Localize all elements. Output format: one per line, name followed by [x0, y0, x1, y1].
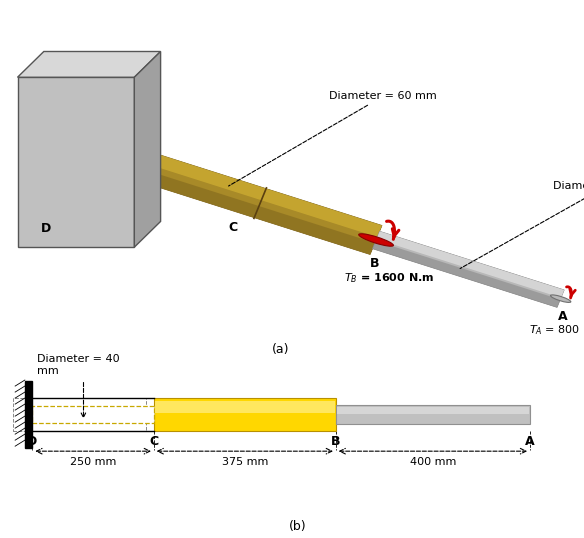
Polygon shape — [373, 241, 560, 307]
Text: A: A — [558, 310, 567, 323]
Polygon shape — [18, 52, 161, 77]
Bar — [337, 407, 529, 414]
Text: D: D — [27, 435, 37, 448]
Text: D: D — [41, 222, 51, 235]
Text: C: C — [150, 435, 158, 448]
Text: Diameter = 60 mm: Diameter = 60 mm — [228, 91, 437, 186]
Text: 250 mm: 250 mm — [70, 457, 116, 467]
Text: $T_B$ = 1600 N.m: $T_B$ = 1600 N.m — [344, 271, 434, 285]
Bar — [336, 405, 530, 424]
Bar — [154, 398, 336, 431]
Text: (b): (b) — [288, 520, 306, 533]
Polygon shape — [134, 52, 161, 247]
Bar — [33, 406, 154, 423]
Text: 375 mm: 375 mm — [221, 457, 268, 467]
Text: B: B — [370, 257, 380, 270]
Bar — [13, 398, 146, 431]
Polygon shape — [18, 77, 134, 247]
Ellipse shape — [359, 234, 394, 246]
Text: Diameter = 36 mm: Diameter = 36 mm — [460, 181, 584, 268]
Polygon shape — [373, 231, 564, 307]
Text: 400 mm: 400 mm — [409, 457, 456, 467]
Polygon shape — [126, 149, 381, 253]
Text: Diameter = 40
mm: Diameter = 40 mm — [37, 355, 119, 417]
Polygon shape — [126, 165, 375, 254]
Polygon shape — [126, 147, 382, 254]
Text: B: B — [331, 435, 340, 448]
Text: A: A — [525, 435, 535, 448]
Bar — [25, 381, 33, 448]
Polygon shape — [377, 231, 564, 298]
Polygon shape — [133, 147, 382, 237]
Ellipse shape — [551, 295, 571, 302]
Text: (a): (a) — [272, 343, 289, 356]
Text: C: C — [228, 222, 237, 235]
Bar — [155, 401, 335, 413]
Text: $T_A$ = 800 N.m: $T_A$ = 800 N.m — [529, 324, 584, 337]
